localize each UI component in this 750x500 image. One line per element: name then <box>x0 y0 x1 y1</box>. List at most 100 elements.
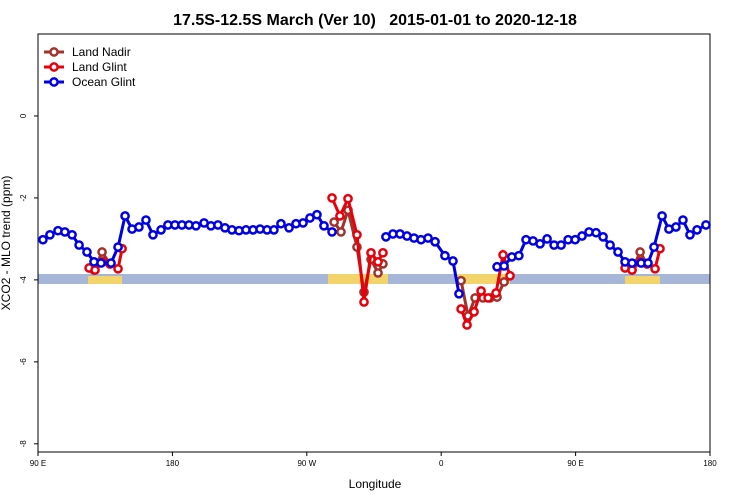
data-point <box>82 247 92 257</box>
data-point <box>120 211 130 221</box>
data-point <box>649 242 659 252</box>
data-point <box>499 277 509 287</box>
data-point <box>499 261 509 271</box>
land-patch <box>88 276 122 284</box>
legend-label: Land Glint <box>72 60 127 74</box>
data-point <box>67 229 77 240</box>
surface-mask <box>38 274 710 284</box>
data-point <box>605 240 615 250</box>
data-point <box>591 227 601 238</box>
data-point <box>336 227 346 237</box>
data-point <box>613 247 623 257</box>
data-point <box>373 268 383 278</box>
data-point <box>45 229 55 240</box>
land-patch <box>625 276 660 284</box>
data-point <box>106 258 116 268</box>
data-point <box>643 258 653 268</box>
data-point <box>577 231 587 241</box>
data-point <box>366 247 376 258</box>
data-point <box>359 297 369 307</box>
land-patch <box>328 274 388 284</box>
legend-marker <box>49 62 59 72</box>
data-point <box>327 227 337 237</box>
series <box>38 209 711 299</box>
data-point <box>335 211 345 221</box>
y-tick-label: -2 <box>19 194 28 202</box>
land-patch <box>455 274 510 284</box>
data-point <box>134 222 144 232</box>
data-point <box>343 193 353 204</box>
data-point <box>476 286 486 296</box>
data-point <box>378 247 388 258</box>
legend-label: Ocean Glint <box>72 75 136 89</box>
y-axis-label: XCO2 - MLO trend (ppm) <box>0 176 13 311</box>
data-point <box>74 240 84 250</box>
data-point <box>329 217 339 227</box>
y-tick-label: 0 <box>19 113 28 118</box>
x-tick-label: 180 <box>166 459 180 468</box>
data-point <box>319 220 329 231</box>
data-point <box>671 222 681 232</box>
x-tick-label: 90 E <box>567 459 583 468</box>
data-point <box>505 270 515 281</box>
data-point <box>113 242 123 252</box>
data-point <box>454 288 464 299</box>
data-point <box>514 250 524 261</box>
data-point <box>685 229 695 240</box>
data-point <box>298 218 308 228</box>
data-point <box>440 250 450 261</box>
data-point <box>491 288 501 298</box>
legend-marker <box>49 47 59 57</box>
x-tick-label: 180 <box>703 459 717 468</box>
chart-title: 17.5S-12.5S March (Ver 10) 2015-01-01 to… <box>173 12 577 29</box>
data-point <box>96 258 106 268</box>
data-point <box>657 211 667 221</box>
data-point <box>141 215 151 225</box>
series <box>84 193 665 330</box>
data-point <box>90 265 100 275</box>
data-point <box>97 247 107 257</box>
y-tick-label: -6 <box>19 358 28 366</box>
data-point <box>462 320 472 330</box>
data-point <box>191 220 201 231</box>
data-point <box>430 236 440 247</box>
data-point <box>598 232 608 242</box>
y-tick-label: -8 <box>19 440 28 448</box>
data-point <box>113 263 123 274</box>
data-point <box>156 225 166 235</box>
legend-marker <box>49 77 59 87</box>
data-point <box>556 240 566 250</box>
x-axis-label: Longitude <box>349 477 402 491</box>
legend-label: Land Nadir <box>72 45 131 59</box>
plot-frame <box>37 33 711 453</box>
data-point <box>423 233 433 243</box>
y-tick-label: -4 <box>19 276 28 284</box>
data-point <box>498 250 508 260</box>
x-tick-label: 90 E <box>30 459 46 468</box>
data-point <box>448 256 458 266</box>
data-point <box>701 220 711 230</box>
data-point <box>542 234 552 244</box>
data-point <box>692 225 702 235</box>
data-point <box>483 293 493 303</box>
data-point <box>469 306 479 317</box>
data-point <box>148 229 158 240</box>
data-point <box>627 258 637 268</box>
data-point <box>678 215 688 225</box>
data-point <box>635 247 645 257</box>
data-point <box>284 222 294 233</box>
data-point <box>327 193 337 203</box>
data-point <box>312 209 322 220</box>
x-tick-label: 0 <box>439 459 444 468</box>
data-point <box>269 225 279 235</box>
data-point <box>456 304 466 314</box>
data-point <box>352 229 362 240</box>
data-point <box>373 257 383 267</box>
data-point <box>38 234 48 245</box>
data-point <box>570 234 581 245</box>
data-point <box>650 263 660 274</box>
data-point <box>276 218 286 229</box>
x-tick-label: 90 W <box>297 459 316 468</box>
